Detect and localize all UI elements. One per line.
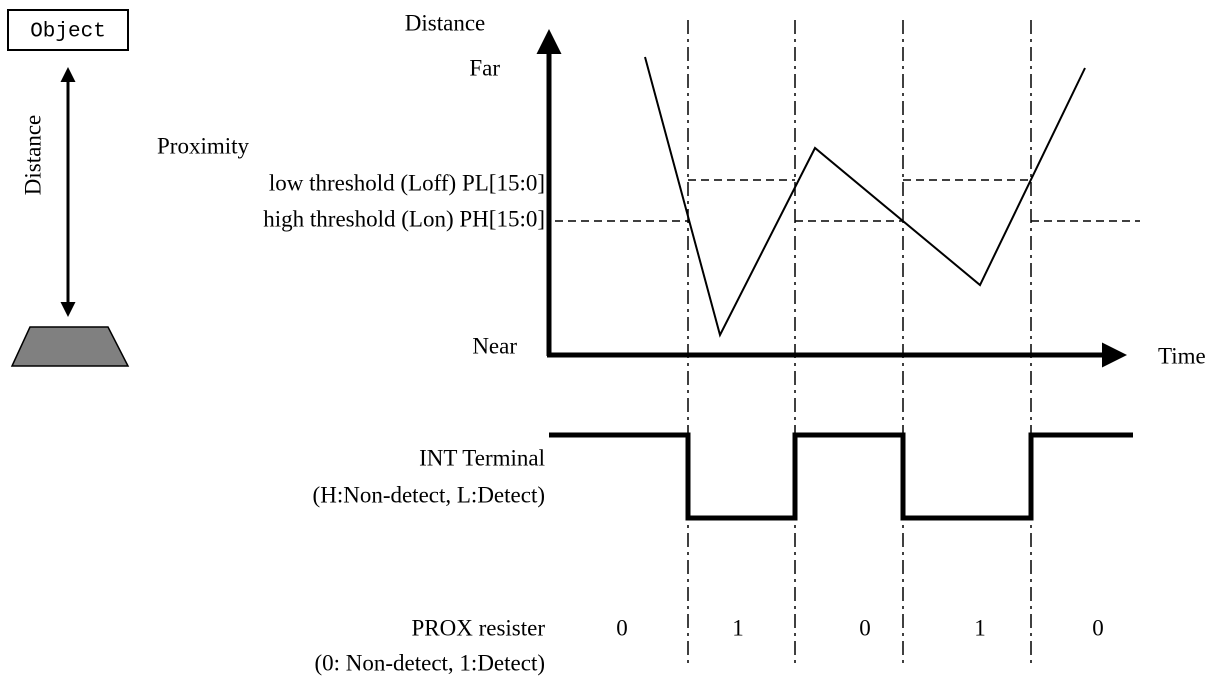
transition-lines: [687, 20, 1032, 668]
sensor: [10, 326, 130, 367]
prox-state: 0: [1092, 615, 1104, 640]
near-label: Near: [472, 333, 517, 358]
prox-state: 0: [859, 615, 871, 640]
y-axis-label: Distance: [405, 10, 485, 35]
far-label: Far: [469, 55, 500, 80]
threshold-lines: [555, 179, 1140, 222]
low-threshold-label: low threshold (Loff) PL[15:0]: [269, 170, 545, 195]
prox-state: 0: [616, 615, 628, 640]
left-distance-label: Distance: [20, 115, 45, 195]
x-axis-label: Time: [1158, 343, 1206, 368]
object-box: [7, 9, 129, 51]
high-threshold-label: high threshold (Lon) PH[15:0]: [263, 206, 545, 231]
prox-label: PROX resister: [411, 615, 545, 640]
distance-curve: [644, 56, 1086, 338]
object-label: Object: [30, 21, 106, 44]
int-label: INT Terminal: [419, 445, 545, 470]
proximity-label: Proximity: [157, 133, 250, 158]
prox-sublabel: (0: Non-detect, 1:Detect): [314, 650, 545, 675]
prox-state: 1: [974, 615, 986, 640]
int-sublabel: (H:Non-detect, L:Detect): [313, 482, 545, 507]
int-waveform: [549, 432, 1133, 521]
prox-state: 1: [732, 615, 744, 640]
